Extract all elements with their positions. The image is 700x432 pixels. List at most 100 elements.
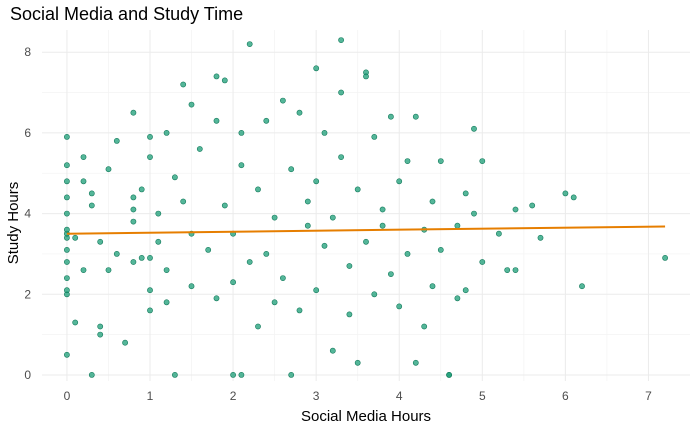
x-tick-label: 0 [64,389,71,403]
data-point [64,351,70,358]
data-point [437,158,444,164]
data-point [238,129,245,136]
data-point [88,202,95,209]
data-point [238,162,245,169]
data-point [504,267,511,273]
chart-title: Social Media and Study Time [10,4,243,24]
data-point [271,299,278,306]
y-tick-label: 8 [24,45,31,59]
data-point [396,303,403,310]
data-point [570,194,577,201]
data-point [379,222,386,229]
data-point [97,238,104,245]
data-point [72,234,79,241]
data-point [479,259,486,265]
data-point [213,117,220,124]
data-point [230,371,236,378]
data-point [147,133,153,140]
data-point [421,323,428,330]
data-point [429,283,436,290]
data-point [88,371,95,378]
x-tick-label: 2 [230,389,237,403]
data-point [387,271,394,277]
data-point [163,129,170,136]
data-point [171,174,178,181]
data-point [138,186,145,193]
data-point [263,117,270,124]
data-point [64,246,70,253]
data-point [64,210,70,217]
data-point [279,275,286,281]
data-point [80,267,87,273]
data-point [479,158,486,164]
data-point [329,347,336,354]
data-point [338,89,344,96]
data-point [130,218,137,225]
data-point [80,154,87,160]
data-point [537,234,544,241]
data-point [246,259,253,265]
data-point [205,246,212,253]
data-point [662,254,668,261]
x-tick-label: 7 [645,389,652,403]
data-point [113,250,120,257]
data-point [471,125,477,132]
data-point [97,323,104,330]
data-point [296,307,303,314]
data-point [313,178,320,185]
data-point [155,238,162,245]
data-point [180,198,187,205]
y-tick-label: 6 [24,126,31,140]
points [64,37,668,378]
data-point [562,190,569,197]
data-point [371,291,378,298]
data-point [304,222,311,229]
data-point [296,109,303,116]
data-point [147,287,153,294]
data-point [188,101,195,108]
x-tick-label: 4 [396,389,403,403]
data-point [404,250,411,257]
data-point [429,198,436,205]
data-point [363,238,369,245]
data-point [130,194,137,201]
data-point [64,226,70,233]
data-point [196,146,203,152]
data-point [354,359,361,366]
data-point [412,113,419,120]
data-point [155,210,162,217]
data-point [462,190,469,197]
data-point [64,287,70,294]
data-point [279,97,286,104]
data-point [495,230,502,237]
data-point [346,311,353,318]
data-point [64,133,70,140]
data-point [72,319,79,326]
y-axis-ticks: 0 2 4 6 8 [24,45,31,382]
data-point [122,339,128,346]
data-point [221,202,228,209]
data-point [288,371,295,378]
x-tick-label: 5 [479,389,486,403]
data-point [105,267,112,273]
data-point [64,194,70,201]
y-tick-label: 0 [24,368,31,382]
data-point [437,246,444,253]
data-point [313,287,320,294]
data-point [346,263,353,269]
data-point [404,158,411,164]
data-point [130,109,137,116]
y-tick-label: 2 [24,287,31,301]
data-point [288,166,295,173]
data-point [255,323,261,330]
data-point [255,186,261,193]
data-point [238,371,245,378]
data-point [163,299,170,306]
data-point [130,259,137,265]
data-point [454,222,461,229]
data-point [371,133,378,140]
data-point [130,206,137,213]
y-axis-label: Study Hours [5,182,22,265]
data-point [171,371,178,378]
data-point [354,186,361,193]
